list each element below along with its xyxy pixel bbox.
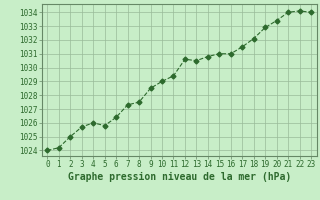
X-axis label: Graphe pression niveau de la mer (hPa): Graphe pression niveau de la mer (hPa) xyxy=(68,172,291,182)
